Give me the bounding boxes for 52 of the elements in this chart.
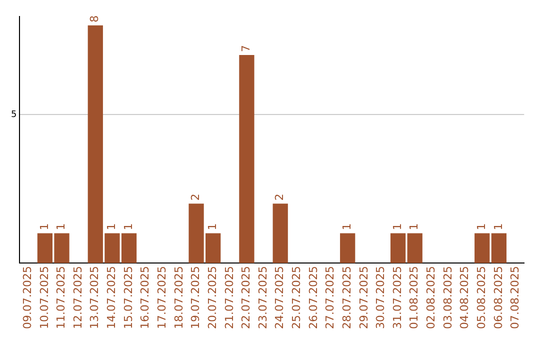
x-tick-label: 15.07.2025 — [122, 266, 135, 330]
x-tick-label: 26.07.2025 — [306, 266, 320, 330]
x-tick-label: 10.07.2025 — [38, 266, 51, 330]
data-label: 7 — [240, 45, 253, 52]
x-tick-label: 25.07.2025 — [290, 266, 304, 330]
x-tick-label: 04.08.2025 — [458, 266, 472, 330]
x-tick-label: 07.08.2025 — [508, 266, 522, 330]
x-tick-label: 14.07.2025 — [105, 266, 118, 330]
data-label: 1 — [474, 223, 488, 230]
data-label: 1 — [206, 223, 219, 230]
x-tick-label: 19.07.2025 — [189, 266, 202, 330]
data-label: 1 — [105, 223, 118, 230]
x-tick-label: 28.07.2025 — [340, 266, 354, 330]
x-tick-label: 29.07.2025 — [357, 266, 370, 330]
x-tick-label: 13.07.2025 — [88, 266, 102, 330]
x-tick-label: 23.07.2025 — [256, 266, 270, 330]
x-tick-label: 17.07.2025 — [156, 266, 169, 330]
bar — [239, 55, 254, 264]
x-tick-label: 21.07.2025 — [222, 266, 236, 330]
x-tick-label: 12.07.2025 — [71, 266, 84, 330]
y-tick-label: 5 — [10, 110, 17, 120]
x-tick-label: 20.07.2025 — [206, 266, 219, 330]
data-label: 1 — [38, 223, 51, 230]
x-tick-label: 11.07.2025 — [54, 266, 68, 330]
x-tick-label: 30.07.2025 — [374, 266, 388, 330]
data-label: 2 — [189, 194, 202, 201]
x-tick-label: 22.07.2025 — [240, 266, 253, 330]
x-tick-label: 09.07.2025 — [20, 266, 34, 330]
data-label: 1 — [122, 223, 135, 230]
data-label: 1 — [492, 223, 505, 230]
x-tick-label: 02.08.2025 — [424, 266, 438, 330]
bar — [491, 233, 506, 264]
x-tick-label: 03.08.2025 — [441, 266, 454, 330]
bar — [474, 233, 490, 264]
data-label: 2 — [273, 194, 286, 201]
x-tick-label: 31.07.2025 — [390, 266, 404, 330]
x-tick-label: 16.07.2025 — [138, 266, 152, 330]
bar — [390, 233, 406, 264]
data-label: 8 — [88, 15, 102, 22]
data-label: 1 — [390, 223, 404, 230]
bar — [340, 233, 356, 264]
x-tick-label: 06.08.2025 — [492, 266, 505, 330]
data-label: 1 — [408, 223, 421, 230]
data-label: 1 — [340, 223, 354, 230]
x-tick-label: 27.07.2025 — [324, 266, 337, 330]
x-tick-label: 18.07.2025 — [172, 266, 186, 330]
bar — [407, 233, 422, 264]
data-label: 1 — [54, 223, 68, 230]
bar — [272, 204, 288, 264]
x-tick-label: 01.08.2025 — [408, 266, 421, 330]
x-tick-label: 24.07.2025 — [273, 266, 286, 330]
x-tick-label: 05.08.2025 — [474, 266, 488, 330]
